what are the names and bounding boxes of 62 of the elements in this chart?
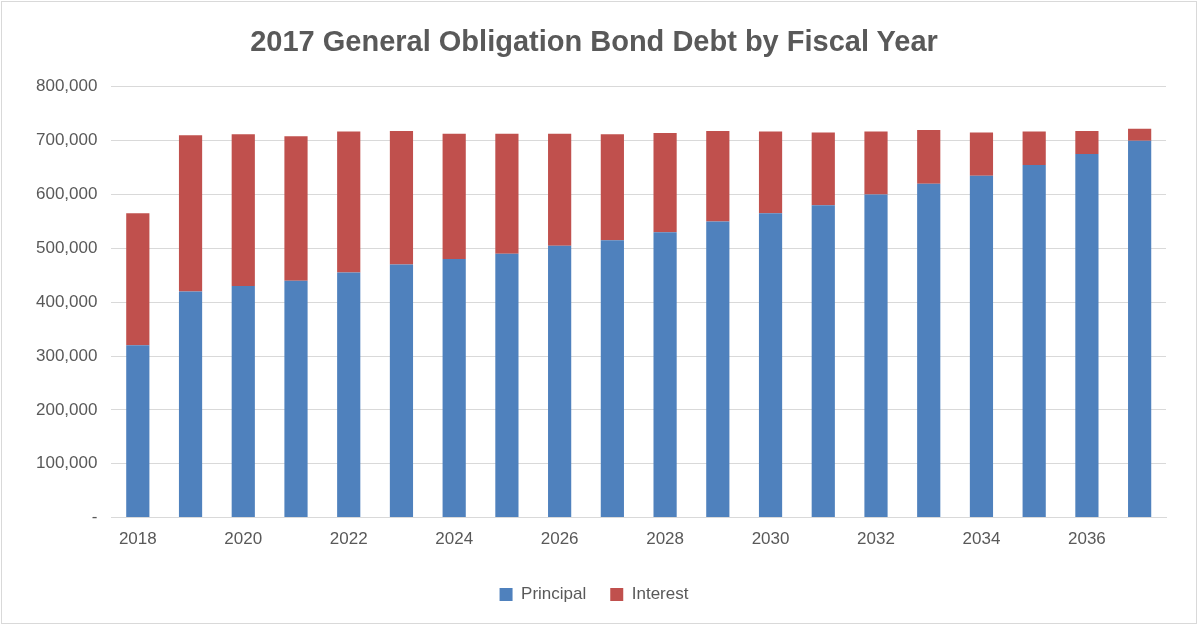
bar <box>548 245 572 518</box>
bar <box>231 286 255 518</box>
bar <box>495 133 519 254</box>
y-tick-label: 800,000 <box>36 76 98 96</box>
bar <box>600 134 624 241</box>
chart-title: 2017 General Obligation Bond Debt by Fiscal Year <box>250 25 938 58</box>
bar <box>231 134 255 287</box>
y-tick-label: 100,000 <box>36 453 98 473</box>
x-tick-label: 2022 <box>329 529 368 549</box>
y-tick-label: - <box>91 507 98 527</box>
bar <box>442 259 466 518</box>
bar <box>1128 140 1152 518</box>
bar <box>1128 128 1152 141</box>
x-tick-label: 2024 <box>435 529 474 549</box>
bar <box>178 291 203 518</box>
bar <box>548 133 572 246</box>
bar <box>600 240 624 518</box>
bar <box>706 221 730 518</box>
bar <box>706 130 730 222</box>
bar <box>126 213 150 346</box>
x-tick-label: 2032 <box>857 529 895 549</box>
legend-label: Principal <box>521 584 587 604</box>
x-tick-label: 2034 <box>962 529 1001 549</box>
bar <box>126 345 150 518</box>
bar <box>178 135 203 292</box>
bar <box>969 175 994 518</box>
bar <box>337 272 361 518</box>
y-tick-label: 700,000 <box>36 130 98 150</box>
bar <box>653 133 677 233</box>
bar <box>284 136 308 281</box>
y-tick-label: 500,000 <box>36 238 98 258</box>
bar <box>811 205 835 518</box>
x-tick-label: 2018 <box>118 529 157 549</box>
y-tick-label: 200,000 <box>36 399 98 419</box>
bar <box>758 213 783 518</box>
bar <box>1022 131 1046 165</box>
x-tick-label: 2030 <box>751 529 790 549</box>
legend-label: Interest <box>631 584 689 604</box>
bar <box>758 131 783 214</box>
x-tick-label: 2026 <box>540 529 579 549</box>
bar <box>1022 164 1046 518</box>
bar <box>1075 154 1099 518</box>
y-tick-label: 400,000 <box>36 291 98 311</box>
bar <box>389 264 414 518</box>
bar <box>917 129 941 184</box>
bar <box>864 131 888 195</box>
bar <box>969 132 994 176</box>
bar <box>337 131 361 273</box>
y-tick-label: 600,000 <box>36 184 98 204</box>
bar <box>917 183 941 518</box>
bar <box>1075 130 1099 155</box>
bar <box>284 280 308 518</box>
bar <box>442 133 466 260</box>
bar <box>864 194 888 518</box>
bar <box>811 132 835 206</box>
x-tick-label: 2036 <box>1067 529 1106 549</box>
x-tick-label: 2028 <box>646 529 684 549</box>
bar <box>653 232 677 518</box>
bar <box>389 130 414 265</box>
bar <box>495 253 519 518</box>
x-tick-label: 2020 <box>224 529 263 549</box>
y-tick-label: 300,000 <box>36 345 98 365</box>
